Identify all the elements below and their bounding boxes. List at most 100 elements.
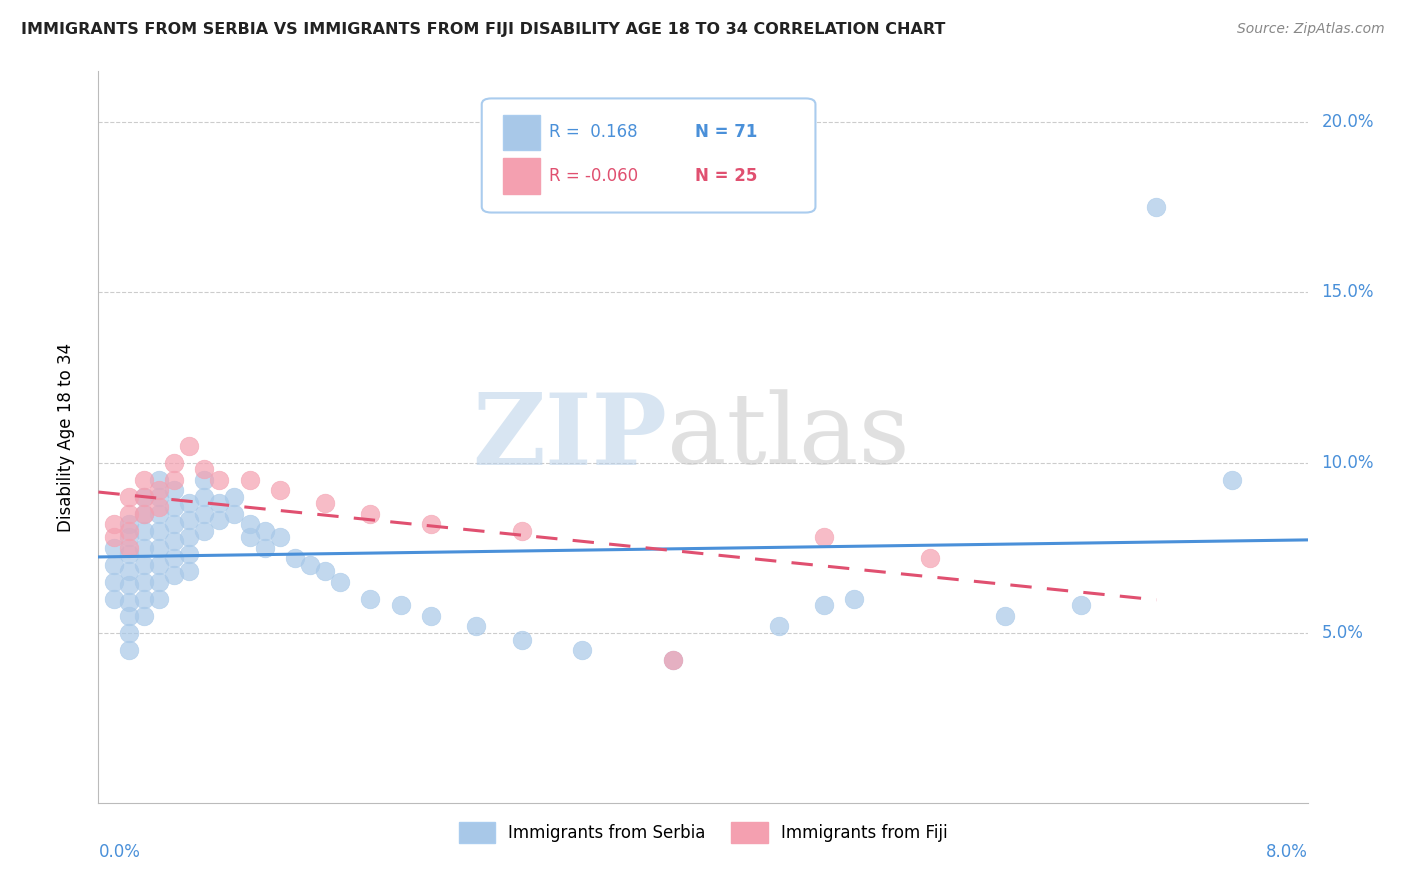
- Point: [179, 513, 201, 527]
- Point: [224, 490, 246, 504]
- Point: [360, 591, 382, 606]
- Point: [118, 524, 141, 538]
- Point: [103, 558, 125, 572]
- Point: [208, 513, 231, 527]
- Point: [179, 531, 201, 545]
- Point: [132, 507, 155, 521]
- Point: [284, 550, 307, 565]
- Point: [661, 653, 683, 667]
- Point: [360, 507, 382, 521]
- Point: [813, 531, 835, 545]
- Point: [253, 524, 276, 538]
- Text: N = 25: N = 25: [695, 167, 756, 185]
- Point: [163, 550, 186, 565]
- Text: ZIP: ZIP: [472, 389, 666, 485]
- Point: [132, 524, 155, 538]
- Point: [1070, 599, 1092, 613]
- Point: [132, 591, 155, 606]
- Point: [465, 619, 488, 633]
- Text: IMMIGRANTS FROM SERBIA VS IMMIGRANTS FROM FIJI DISABILITY AGE 18 TO 34 CORRELATI: IMMIGRANTS FROM SERBIA VS IMMIGRANTS FRO…: [21, 22, 945, 37]
- Text: 20.0%: 20.0%: [1322, 113, 1374, 131]
- Point: [994, 608, 1017, 623]
- Point: [179, 548, 201, 562]
- Point: [163, 483, 186, 497]
- Point: [813, 599, 835, 613]
- Point: [118, 490, 141, 504]
- Point: [299, 558, 322, 572]
- Point: [132, 574, 155, 589]
- Point: [239, 473, 262, 487]
- Point: [314, 565, 336, 579]
- Point: [163, 473, 186, 487]
- Point: [118, 516, 141, 531]
- Text: 0.0%: 0.0%: [98, 843, 141, 861]
- Point: [148, 500, 170, 514]
- Point: [329, 574, 352, 589]
- Point: [118, 507, 141, 521]
- Point: [510, 524, 533, 538]
- Point: [844, 591, 866, 606]
- Point: [132, 507, 155, 521]
- Point: [148, 490, 170, 504]
- FancyBboxPatch shape: [503, 114, 540, 150]
- Point: [510, 632, 533, 647]
- Text: 8.0%: 8.0%: [1265, 843, 1308, 861]
- Point: [103, 531, 125, 545]
- Point: [148, 574, 170, 589]
- Point: [148, 558, 170, 572]
- Point: [163, 516, 186, 531]
- Point: [103, 574, 125, 589]
- Text: N = 71: N = 71: [695, 123, 756, 141]
- Point: [103, 591, 125, 606]
- Point: [132, 473, 155, 487]
- Point: [118, 565, 141, 579]
- Point: [132, 490, 155, 504]
- Point: [118, 531, 141, 545]
- Point: [420, 608, 443, 623]
- Point: [193, 490, 215, 504]
- Point: [163, 500, 186, 514]
- Point: [420, 516, 443, 531]
- Point: [163, 533, 186, 548]
- Point: [193, 462, 215, 476]
- Point: [918, 550, 941, 565]
- Text: 10.0%: 10.0%: [1322, 454, 1374, 472]
- Point: [1220, 473, 1243, 487]
- Point: [179, 496, 201, 510]
- Point: [193, 473, 215, 487]
- Text: R = -0.060: R = -0.060: [550, 167, 638, 185]
- Point: [118, 625, 141, 640]
- Point: [148, 483, 170, 497]
- Point: [163, 456, 186, 470]
- Y-axis label: Disability Age 18 to 34: Disability Age 18 to 34: [56, 343, 75, 532]
- Point: [571, 642, 593, 657]
- Point: [269, 483, 291, 497]
- Point: [224, 507, 246, 521]
- Point: [239, 516, 262, 531]
- Point: [239, 531, 262, 545]
- Point: [148, 507, 170, 521]
- Point: [118, 541, 141, 555]
- Point: [118, 642, 141, 657]
- Text: 5.0%: 5.0%: [1322, 624, 1364, 641]
- Point: [118, 548, 141, 562]
- Point: [132, 541, 155, 555]
- Point: [118, 608, 141, 623]
- Point: [163, 567, 186, 582]
- Point: [253, 541, 276, 555]
- Text: 15.0%: 15.0%: [1322, 284, 1374, 301]
- Point: [208, 496, 231, 510]
- Point: [132, 558, 155, 572]
- FancyBboxPatch shape: [503, 159, 540, 194]
- Point: [148, 541, 170, 555]
- Point: [179, 565, 201, 579]
- Point: [132, 608, 155, 623]
- Point: [193, 524, 215, 538]
- Point: [208, 473, 231, 487]
- Point: [661, 653, 683, 667]
- Text: R =  0.168: R = 0.168: [550, 123, 638, 141]
- Point: [132, 490, 155, 504]
- Point: [148, 473, 170, 487]
- Point: [269, 531, 291, 545]
- Point: [1146, 201, 1168, 215]
